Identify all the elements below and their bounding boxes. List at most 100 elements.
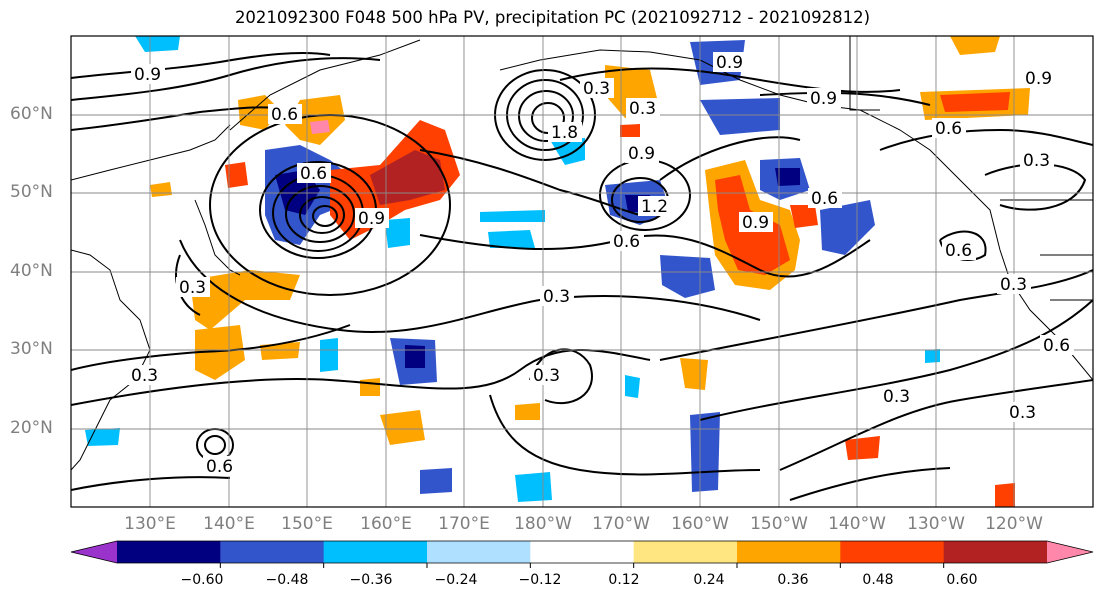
contour-label: 0.3 bbox=[543, 287, 570, 307]
lon-label: 170°W bbox=[592, 514, 650, 534]
pv-contour bbox=[179, 239, 761, 334]
colorbar-segments bbox=[117, 541, 1048, 563]
colorbar-ticks bbox=[219, 563, 945, 568]
precip-positive-area bbox=[680, 358, 708, 390]
colorbar-segment bbox=[427, 541, 531, 563]
north-america-coastline bbox=[699, 59, 1093, 381]
border-line bbox=[849, 36, 880, 111]
lon-label: 140°W bbox=[828, 514, 886, 534]
pv-contour bbox=[659, 136, 801, 181]
precip-negative-area bbox=[135, 36, 180, 52]
lon-label: 180°W bbox=[514, 514, 572, 534]
contour-label: 0.9 bbox=[628, 144, 655, 164]
pv-contour bbox=[204, 435, 226, 455]
lon-label: 130°E bbox=[124, 514, 176, 534]
pv-contour bbox=[285, 185, 355, 243]
pv-contour bbox=[699, 299, 1093, 421]
graticule bbox=[71, 36, 1093, 507]
precip-negative-core bbox=[775, 168, 800, 186]
lon-label: 140°E bbox=[203, 514, 255, 534]
precip-negative-area bbox=[700, 98, 780, 135]
precip-positive-area bbox=[195, 325, 245, 380]
precip-positive-area bbox=[950, 36, 1000, 55]
precip-positive-area bbox=[940, 92, 1010, 112]
precip-positive-area bbox=[790, 205, 818, 228]
pv-contour bbox=[299, 196, 345, 234]
contour-label: 0.6 bbox=[271, 105, 298, 125]
colorbar-tick-label: 0.24 bbox=[693, 572, 725, 588]
contour-labels: 0.9 0.9 0.9 0.9 0.6 0.6 0.6 0.6 0.6 0.6 … bbox=[128, 52, 1074, 477]
precip-negative-area bbox=[515, 472, 552, 502]
colorbar-tick-label: −0.48 bbox=[265, 572, 309, 588]
precip-negative-area bbox=[660, 255, 715, 298]
contour-label: 0.6 bbox=[935, 119, 962, 139]
precip-negative-area bbox=[925, 349, 940, 363]
pv-contour bbox=[559, 67, 901, 93]
precip-positive-area bbox=[620, 124, 640, 137]
precip-negative-area bbox=[625, 375, 640, 398]
precip-negative-area bbox=[820, 200, 875, 255]
precip-negative-area bbox=[385, 218, 410, 248]
precip-positive-area bbox=[225, 162, 248, 188]
contour-label: 0.6 bbox=[613, 232, 640, 252]
pv-contour bbox=[659, 269, 1093, 361]
lon-label: 160°E bbox=[360, 514, 412, 534]
colorbar-segment bbox=[840, 541, 945, 563]
colorbar-segment bbox=[737, 541, 841, 563]
pv-contour bbox=[518, 90, 574, 142]
contour-label: 0.6 bbox=[1043, 336, 1070, 356]
contour-label: 0.3 bbox=[583, 79, 610, 99]
precip-negative-area bbox=[690, 412, 720, 492]
lat-label: 30°N bbox=[10, 339, 53, 359]
contour-label: 0.3 bbox=[629, 99, 656, 119]
colorbar-tick-label: 0.12 bbox=[608, 572, 640, 588]
contour-label: 0.6 bbox=[945, 241, 972, 261]
pv-contour bbox=[779, 379, 1093, 471]
colorbar bbox=[70, 540, 1094, 568]
state-borders bbox=[1040, 254, 1093, 301]
colorbar-tick-label: −0.12 bbox=[518, 572, 562, 588]
contour-label: 1.2 bbox=[641, 197, 668, 217]
pv-contour bbox=[71, 57, 381, 101]
contour-label: 0.3 bbox=[1009, 403, 1036, 423]
precip-positive-area bbox=[360, 378, 380, 396]
colorbar-tick-label: 0.48 bbox=[862, 572, 894, 588]
contour-label: 0.3 bbox=[131, 366, 158, 386]
contour-label: 0.3 bbox=[533, 366, 560, 386]
precip-negative-area bbox=[488, 230, 535, 248]
precip-negative-area bbox=[420, 468, 452, 494]
pv-contour bbox=[759, 91, 931, 106]
precip-negative-area bbox=[85, 428, 120, 446]
precip-positive-area bbox=[995, 483, 1015, 507]
colorbar-tick-label: −0.24 bbox=[434, 572, 478, 588]
lat-label: 60°N bbox=[10, 104, 53, 124]
contour-label: 0.3 bbox=[1023, 151, 1050, 171]
contour-label: 0.6 bbox=[300, 164, 327, 184]
precip-negative-area bbox=[320, 338, 338, 372]
lat-label: 20°N bbox=[10, 418, 53, 438]
lat-label: 40°N bbox=[10, 261, 53, 281]
colorbar-segment bbox=[943, 541, 1048, 563]
lon-label: 160°W bbox=[671, 514, 729, 534]
pv-contour bbox=[71, 324, 351, 371]
contour-label: 0.6 bbox=[206, 457, 233, 477]
map-title: 2021092300 F048 500 hPa PV, precipitatio… bbox=[234, 8, 871, 27]
contour-label: 0.3 bbox=[1000, 275, 1027, 295]
precip-strong-positive bbox=[310, 120, 330, 134]
contour-label: 0.9 bbox=[716, 53, 743, 73]
lon-label: 150°W bbox=[750, 514, 808, 534]
colorbar-segment bbox=[633, 541, 738, 563]
colorbar-outline bbox=[70, 540, 1094, 564]
colorbar-segment bbox=[530, 541, 635, 563]
pv-contour bbox=[312, 205, 338, 227]
asia-coastline bbox=[71, 124, 231, 181]
pv-contour bbox=[879, 128, 1093, 151]
colorbar-segment bbox=[323, 541, 428, 563]
precip-negative-core bbox=[405, 345, 425, 368]
contour-label: 0.9 bbox=[742, 213, 769, 233]
precip-positive-area bbox=[380, 410, 425, 445]
pv-contour bbox=[789, 467, 951, 501]
precip-positive-core bbox=[370, 150, 445, 205]
colorbar-tick-label: 0.36 bbox=[777, 572, 809, 588]
